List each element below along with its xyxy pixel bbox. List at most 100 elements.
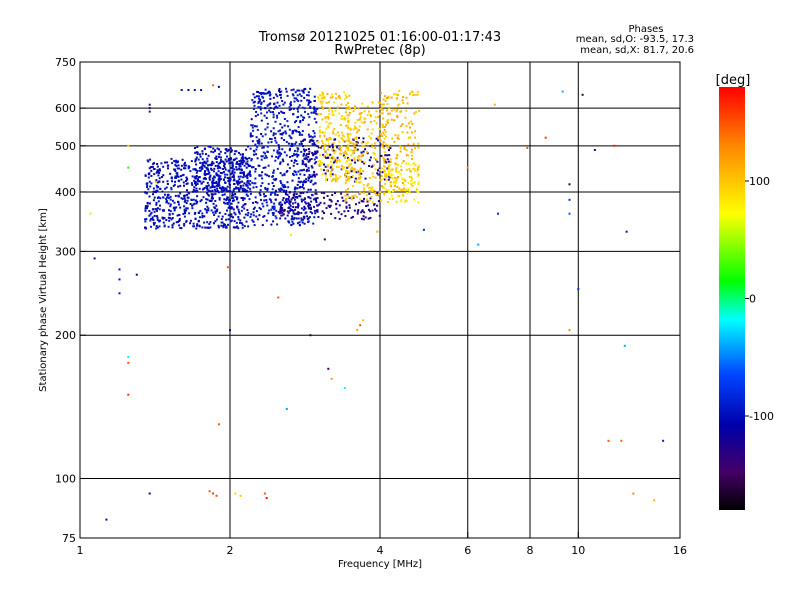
data-point (350, 166, 353, 169)
data-point (218, 181, 220, 184)
data-point (252, 166, 255, 169)
data-point (212, 178, 215, 181)
data-point (269, 111, 272, 114)
data-point (368, 135, 371, 138)
data-point (286, 181, 289, 184)
data-point (233, 183, 236, 185)
data-point (246, 181, 249, 184)
data-point (216, 173, 218, 176)
data-point (146, 205, 149, 208)
data-point (187, 89, 190, 91)
data-point (196, 223, 199, 226)
data-point (369, 120, 372, 123)
data-point (296, 94, 299, 97)
data-point (309, 135, 312, 138)
data-point (243, 197, 246, 200)
data-point (298, 194, 301, 197)
data-point (401, 123, 404, 125)
data-point (358, 118, 361, 121)
data-point (399, 150, 402, 153)
data-point (318, 129, 321, 132)
data-point (396, 156, 398, 159)
data-point (212, 211, 215, 214)
data-point (391, 177, 394, 180)
data-point (372, 152, 375, 154)
data-point (279, 209, 282, 211)
data-point (401, 131, 404, 134)
data-point (255, 210, 258, 213)
data-point (234, 193, 237, 195)
data-point (180, 227, 183, 230)
data-point (387, 167, 390, 170)
data-point (393, 108, 396, 111)
data-point (279, 133, 282, 136)
data-point (256, 128, 259, 131)
data-point (251, 99, 254, 102)
data-point (337, 211, 340, 214)
data-point (346, 117, 349, 120)
data-point (295, 173, 298, 176)
data-point (381, 186, 384, 189)
data-point (336, 146, 339, 149)
data-point (345, 197, 348, 200)
data-point (300, 198, 303, 201)
data-point (208, 194, 211, 197)
data-point (390, 194, 393, 197)
data-point (327, 126, 330, 129)
data-point (370, 146, 373, 149)
data-point (360, 121, 363, 124)
data-point (333, 152, 336, 155)
data-point (233, 153, 236, 156)
data-point (187, 165, 190, 168)
data-point (380, 103, 383, 106)
data-point (200, 166, 203, 168)
data-point (279, 123, 282, 126)
data-point (277, 155, 280, 158)
data-point (168, 213, 171, 216)
data-point (373, 120, 376, 122)
data-point (411, 177, 414, 180)
data-point (250, 213, 253, 216)
data-point (292, 218, 295, 221)
data-point (275, 178, 278, 180)
data-point (271, 191, 274, 194)
data-point (299, 120, 302, 122)
data-point (247, 165, 250, 168)
data-point (260, 93, 263, 96)
data-point (227, 199, 230, 202)
data-point (415, 188, 418, 191)
data-point (396, 108, 399, 111)
data-point (376, 172, 379, 175)
data-point (387, 173, 390, 176)
data-point (333, 138, 336, 141)
data-point (288, 202, 291, 204)
data-point (212, 147, 215, 150)
data-point (218, 211, 221, 214)
data-point (299, 173, 302, 176)
data-point (317, 140, 320, 143)
data-point (157, 185, 160, 188)
data-point (186, 207, 189, 210)
data-point (278, 88, 281, 90)
data-point (315, 197, 317, 200)
data-point (415, 110, 418, 113)
data-point (252, 101, 255, 104)
data-point (216, 208, 219, 211)
data-point (282, 131, 285, 134)
data-point (257, 91, 260, 93)
data-point (324, 172, 327, 175)
data-point (359, 198, 361, 201)
data-point (256, 113, 259, 116)
data-point (321, 131, 324, 134)
data-point (222, 189, 225, 192)
data-point (374, 176, 377, 179)
data-point (183, 163, 186, 166)
data-point (330, 377, 333, 380)
data-point (387, 119, 390, 121)
data-point (348, 179, 350, 182)
data-point (278, 104, 281, 107)
data-point (270, 208, 273, 211)
data-point (401, 189, 404, 192)
data-point (218, 183, 220, 186)
data-point (399, 110, 402, 113)
